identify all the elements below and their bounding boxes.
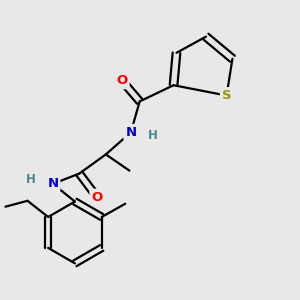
Text: O: O	[92, 190, 103, 204]
Text: H: H	[148, 129, 158, 142]
Text: N: N	[125, 126, 136, 139]
Text: H: H	[26, 173, 36, 186]
Text: O: O	[116, 74, 128, 87]
Text: S: S	[222, 89, 231, 102]
Text: N: N	[47, 177, 58, 190]
